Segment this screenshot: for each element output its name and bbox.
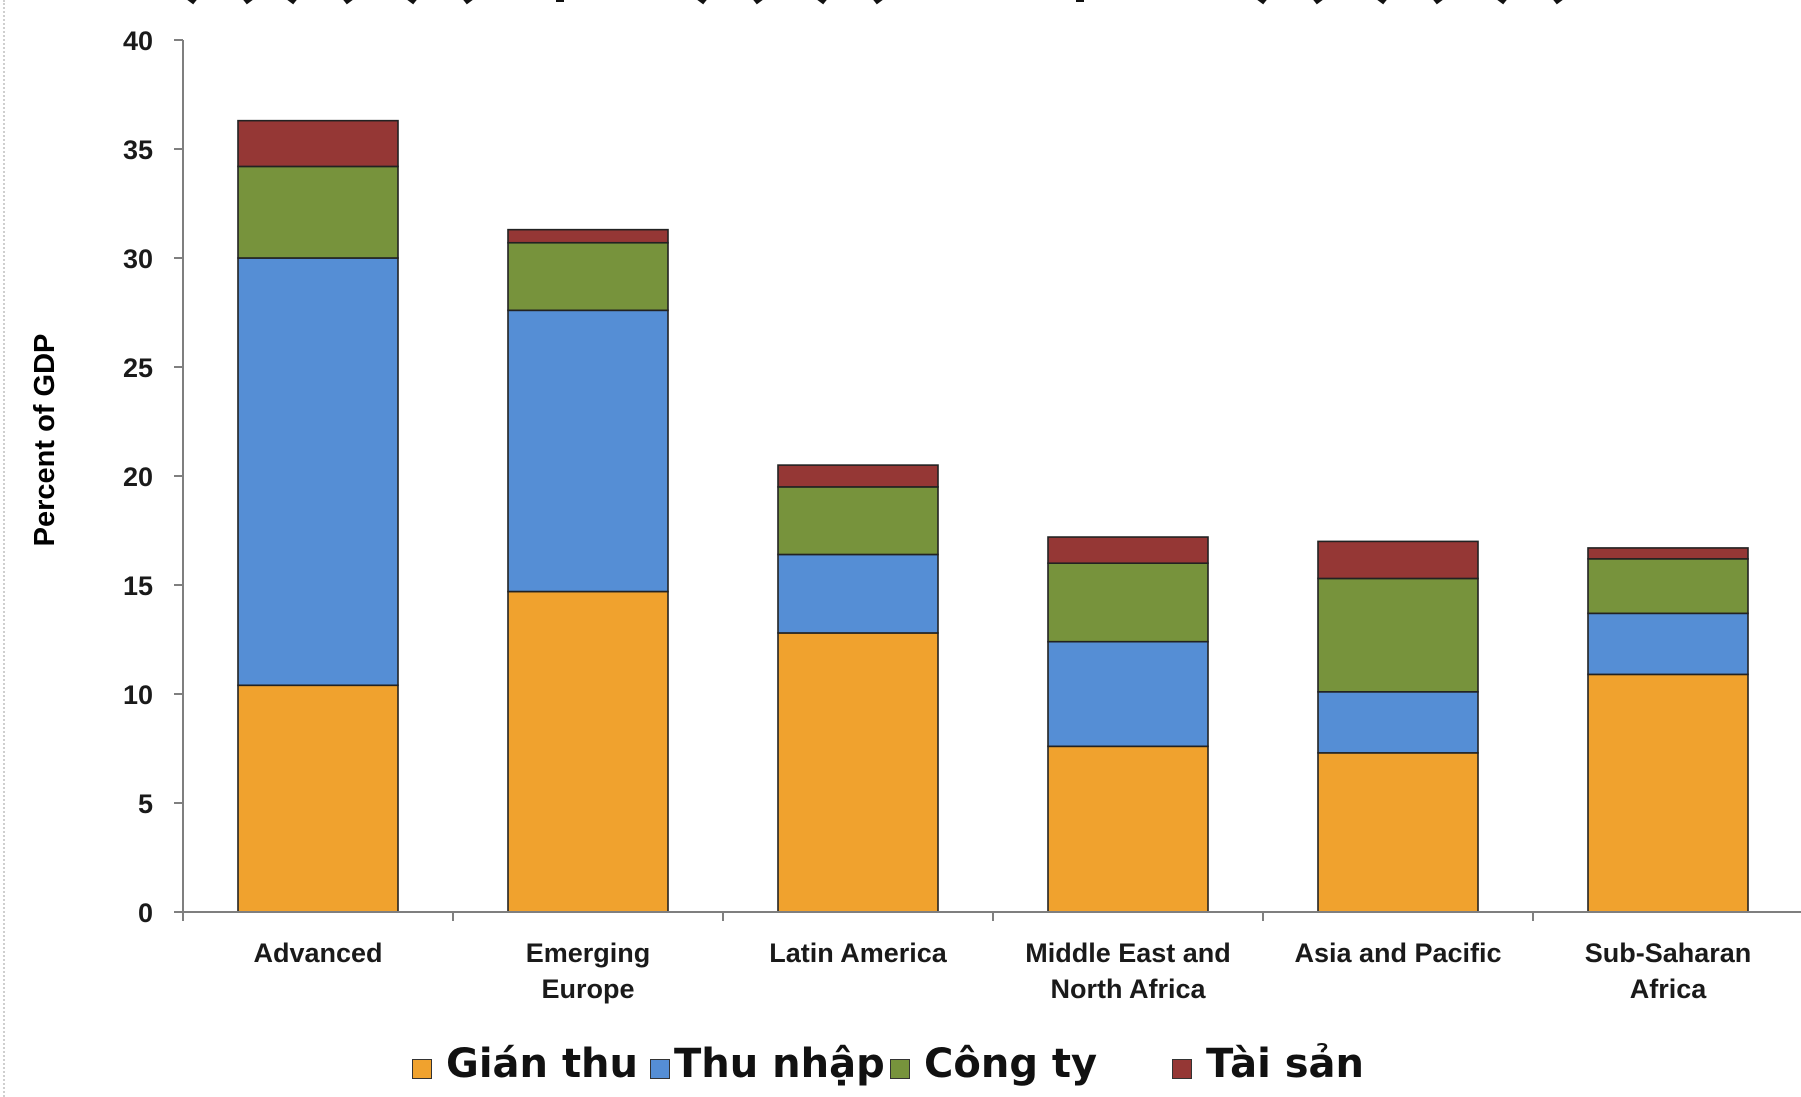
bar-segment-2-0: [237, 165, 399, 259]
x-tick-label: Advanced: [253, 938, 382, 968]
legend-swatch-tai-san: [1172, 1059, 1192, 1079]
bar-segment-2-5: [1587, 558, 1749, 615]
bar-segment-2-3: [1047, 562, 1209, 643]
x-axis: Advanced Emerging Europe Latin America Middl…: [182, 911, 1801, 1004]
bar-segment-0-3: [1047, 745, 1209, 913]
legend-item-gian-thu: Gián thu: [412, 1040, 638, 1088]
bar-segment-1-0: [237, 257, 399, 687]
left-border: [3, 0, 5, 1097]
legend-item-tai-san: Tài sản: [1172, 1040, 1364, 1088]
y-tick-label: 20: [123, 462, 153, 492]
y-tick-label: 0: [138, 898, 153, 928]
bar-segment-3-0: [237, 119, 399, 168]
legend-label-thu-nhap: Thu nhập: [674, 1041, 885, 1087]
legend: Gián thu Thu nhập Công ty Tài sản: [0, 1040, 1801, 1092]
y-tick-label: 5: [138, 789, 153, 819]
bar-segment-2-4: [1317, 577, 1479, 693]
y-tick-label: 35: [123, 135, 153, 165]
bar-segment-0-1: [507, 590, 669, 913]
bar-segment-3-4: [1317, 540, 1479, 580]
x-tick-label: Emerging Europe: [526, 938, 651, 1004]
legend-label-gian-thu: Gián thu: [446, 1041, 639, 1087]
bar-segment-3-2: [777, 464, 939, 488]
bar-segment-1-4: [1317, 691, 1479, 754]
bar-segment-0-0: [237, 684, 399, 913]
y-tick-label: 40: [123, 26, 153, 56]
legend-item-cong-ty: Công ty: [890, 1040, 1097, 1088]
legend-label-cong-ty: Công ty: [924, 1041, 1098, 1087]
bar-segment-3-1: [507, 228, 669, 244]
bar-segment-3-5: [1587, 547, 1749, 560]
bar-segment-3-3: [1047, 536, 1209, 564]
stacked-bar-chart: 0 5 10 15 20 25 30 35 40 Advanced Emerging Europe L…: [29, 26, 1801, 1004]
bar-segment-0-2: [777, 632, 939, 913]
legend-swatch-cong-ty: [890, 1059, 910, 1079]
legend-swatch-thu-nhap: [650, 1059, 670, 1079]
y-tick-label: 30: [123, 244, 153, 274]
y-tick-label: 10: [123, 680, 153, 710]
x-tick-label: Middle East and North Africa: [1025, 938, 1231, 1004]
legend-label-tai-san: Tài sản: [1206, 1041, 1364, 1087]
x-tick-label: Asia and Pacific: [1294, 938, 1501, 968]
y-axis-label: Percent of GDP: [29, 334, 61, 547]
y-axis: 0 5 10 15 20 25 30 35 40: [123, 26, 184, 928]
legend-item-thu-nhap: Thu nhập: [650, 1040, 885, 1088]
bar-segment-1-2: [777, 553, 939, 634]
bar-segment-1-1: [507, 309, 669, 593]
bar-segment-0-4: [1317, 752, 1479, 913]
x-tick-label: Latin America: [769, 938, 948, 968]
y-tick-label: 15: [123, 571, 153, 601]
bar-segment-2-1: [507, 241, 669, 312]
bars: [237, 119, 1749, 913]
bar-segment-1-5: [1587, 612, 1749, 676]
x-tick-label: Sub-Saharan Africa: [1585, 938, 1752, 1004]
y-tick-label: 25: [123, 353, 153, 383]
bar-segment-1-3: [1047, 640, 1209, 748]
bar-segment-0-5: [1587, 673, 1749, 913]
legend-swatch-gian-thu: [412, 1059, 432, 1079]
bar-segment-2-2: [777, 486, 939, 556]
